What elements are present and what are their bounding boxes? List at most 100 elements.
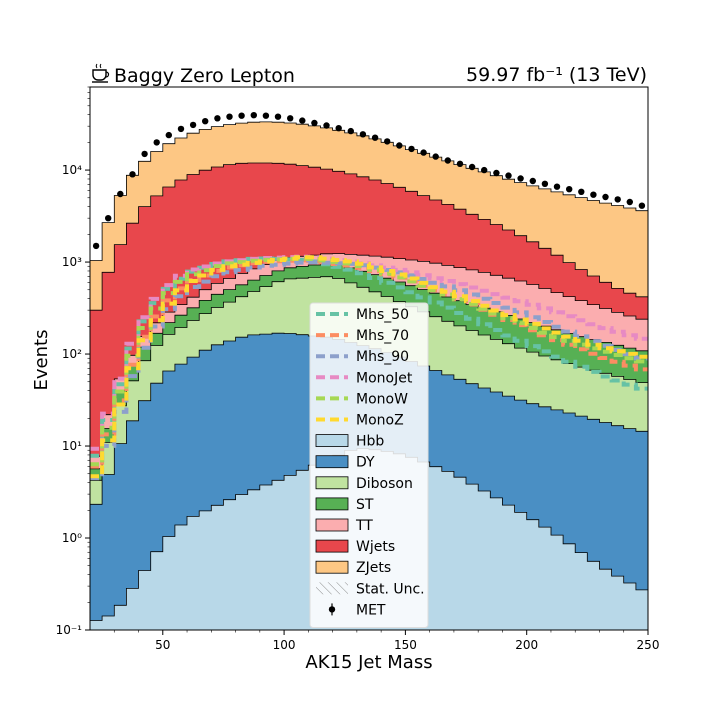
- met-point: [177, 125, 185, 133]
- legend-label: Mhs_70: [356, 328, 409, 344]
- met-point: [408, 145, 415, 153]
- x-tick-label: 50: [155, 638, 170, 652]
- met-data-points: [92, 112, 646, 250]
- met-point: [238, 112, 245, 119]
- met-point: [105, 215, 112, 222]
- met-point: [359, 131, 367, 138]
- legend-label: MonoJet: [356, 370, 413, 386]
- met-point: [541, 180, 549, 187]
- legend-swatch: [315, 434, 349, 448]
- legend-label: ZJets: [356, 560, 391, 576]
- met-point: [226, 113, 233, 120]
- legend-item-monow: MonoW: [316, 391, 408, 407]
- legend-label: Hbb: [356, 434, 384, 450]
- y-tick-label: 10⁻¹: [56, 623, 83, 637]
- met-point: [456, 160, 464, 167]
- x-tick-label: 250: [637, 638, 660, 652]
- legend-label: TT: [355, 518, 373, 534]
- met-point: [287, 115, 294, 122]
- met-point: [578, 188, 585, 195]
- y-axis-ticks: 10⁻¹ 10⁰ 10¹ 10² 10³ 10⁴: [56, 86, 90, 637]
- met-point: [335, 125, 342, 132]
- met-point: [214, 115, 221, 122]
- legend-label: Stat. Unc.: [356, 581, 425, 597]
- met-point: [371, 134, 379, 141]
- y-tick-label: 10²: [62, 347, 82, 361]
- met-point: [481, 166, 488, 174]
- met-point: [262, 112, 270, 119]
- y-axis-label: Events: [31, 330, 52, 391]
- legend-label: MonoZ: [356, 413, 404, 429]
- coffee-icon: [92, 63, 110, 83]
- legend-swatch: [315, 476, 349, 490]
- legend-item-stat-unc-: Stat. Unc.: [316, 581, 425, 597]
- met-point: [493, 169, 500, 177]
- legend-swatch: [315, 497, 349, 511]
- met-point: [553, 183, 561, 190]
- legend-item-monojet: MonoJet: [316, 370, 413, 386]
- legend-swatch: [315, 518, 349, 532]
- chart-title-right: 59.97 fb⁻¹ (13 TeV): [466, 64, 647, 86]
- legend-swatch: [315, 560, 349, 574]
- legend-item-mhs-50: Mhs_50: [316, 307, 409, 323]
- met-point: [396, 142, 403, 149]
- y-tick-label: 10⁴: [62, 163, 82, 177]
- x-axis-ticks: 50 100 150 200 250: [113, 630, 660, 652]
- met-point: [117, 190, 124, 198]
- met-point: [468, 163, 476, 171]
- met-point: [505, 172, 512, 179]
- met-point: [165, 131, 172, 139]
- y-tick-label: 10¹: [62, 439, 82, 453]
- legend-label: MonoW: [356, 391, 408, 407]
- met-point: [189, 121, 197, 129]
- met-point: [153, 139, 160, 146]
- met-point: [311, 119, 318, 127]
- x-tick-label: 100: [273, 638, 296, 652]
- met-point: [566, 186, 573, 193]
- met-point: [129, 171, 136, 178]
- x-tick-label: 200: [515, 638, 538, 652]
- met-point: [92, 242, 100, 250]
- met-point: [202, 118, 209, 125]
- met-point: [432, 153, 439, 160]
- met-point: [638, 202, 646, 209]
- met-point: [141, 150, 148, 158]
- chart-title-left: Baggy Zero Lepton: [114, 65, 295, 87]
- legend-label: Diboson: [356, 476, 413, 492]
- y-tick-label: 10⁰: [62, 531, 82, 545]
- x-tick-label: 150: [394, 638, 417, 652]
- legend-swatch: [316, 582, 348, 595]
- legend-item-mhs-70: Mhs_70: [316, 328, 409, 344]
- signal-monoz: [90, 255, 648, 479]
- legend: Mhs_50 Mhs_70 Mhs_90 MonoJet MonoW MonoZ Hbb DY…: [309, 302, 429, 628]
- legend-item-tt: TT: [315, 518, 373, 534]
- met-point: [590, 191, 597, 198]
- met-point: [444, 157, 451, 164]
- met-point: [626, 198, 633, 206]
- legend-item-st: ST: [315, 497, 374, 513]
- legend-swatch: [328, 606, 336, 613]
- met-point: [602, 193, 609, 201]
- legend-item-mhs-90: Mhs_90: [316, 349, 409, 365]
- legend-item-wjets: Wjets: [315, 539, 395, 555]
- legend-label: MET: [356, 602, 386, 618]
- legend-label: Wjets: [356, 539, 395, 555]
- legend-item-diboson: Diboson: [315, 476, 413, 492]
- met-point: [250, 112, 257, 119]
- legend-label: Mhs_50: [356, 307, 409, 323]
- legend-item-dy: DY: [315, 455, 375, 471]
- met-point: [384, 138, 391, 145]
- legend-item-met: MET: [328, 602, 386, 618]
- met-point: [529, 177, 536, 185]
- met-point: [614, 196, 621, 203]
- legend-item-monoz: MonoZ: [316, 413, 404, 429]
- met-point: [420, 149, 427, 156]
- y-tick-label: 10³: [62, 255, 82, 269]
- legend-label: ST: [356, 497, 374, 513]
- met-point: [347, 127, 354, 135]
- legend-label: DY: [356, 455, 375, 471]
- legend-swatch: [315, 539, 349, 553]
- legend-swatch: [315, 455, 349, 469]
- met-point: [274, 113, 282, 120]
